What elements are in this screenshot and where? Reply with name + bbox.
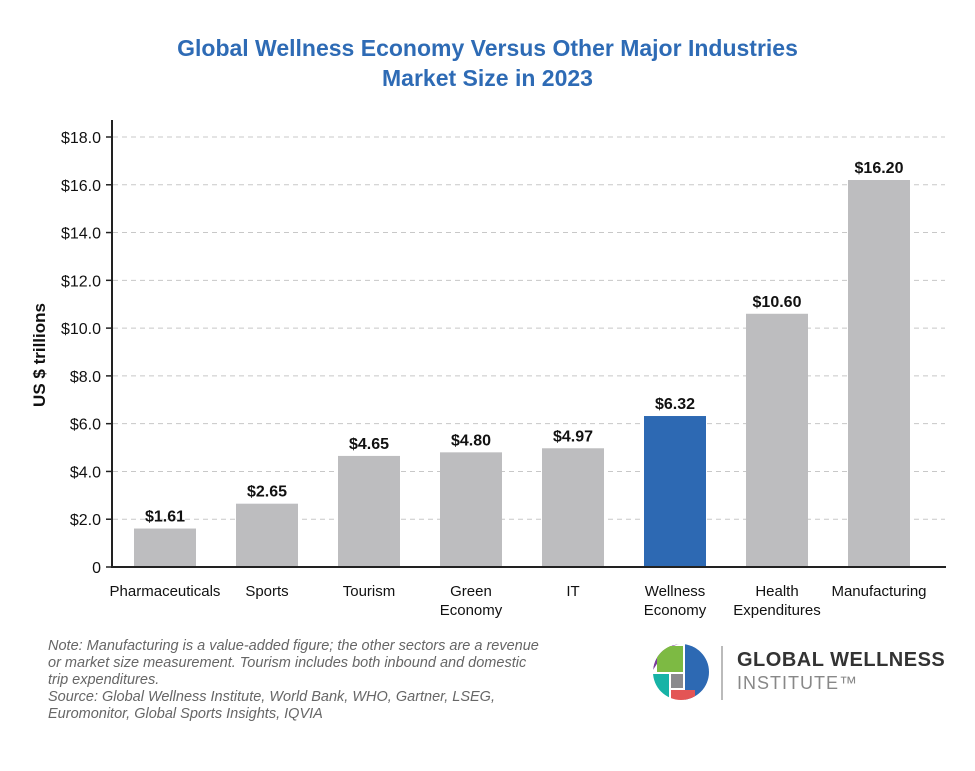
logo-text: GLOBAL WELLNESS (737, 649, 946, 671)
bar (338, 455, 400, 567)
bar (236, 503, 298, 567)
note-line: trip expenditures. (48, 672, 160, 688)
title-line: Global Wellness Economy Versus Other Maj… (177, 35, 798, 61)
data-label: $4.97 (553, 428, 593, 445)
logo-mark-icon (653, 644, 709, 700)
x-tick-labels: Pharmaceuticals Sports Tourism Green Economy… (110, 583, 927, 619)
data-label: $16.20 (855, 160, 904, 177)
y-tick-label: $6.0 (70, 417, 101, 434)
footnote: Note: Manufacturing is a value-added fig… (48, 638, 638, 723)
data-label: $1.61 (145, 509, 185, 526)
subtitle-line: Market Size in 2023 (382, 65, 593, 91)
bar (134, 528, 196, 567)
source-line: Source: Global Wellness Institute, World… (48, 689, 495, 705)
bar (746, 313, 808, 567)
data-label: $6.32 (655, 396, 695, 413)
gridlines (106, 136, 945, 568)
x-tick-label: Manufacturing (831, 583, 926, 600)
y-tick-label: $16.0 (61, 178, 101, 195)
x-tick-label: Health (755, 583, 798, 600)
gwi-logo: GLOBAL WELLNESS INSTITUTE™ (645, 640, 955, 704)
y-tick-label: $8.0 (70, 369, 101, 386)
bar (440, 452, 502, 567)
note-line: Note: Manufacturing is a value-added fig… (48, 638, 539, 654)
x-tick-label: Tourism (343, 583, 396, 600)
y-tick-label: $12.0 (61, 273, 101, 290)
data-label: $4.65 (349, 436, 389, 453)
chart-title: Global Wellness Economy Versus Other Maj… (0, 33, 975, 93)
note-line: or market size measurement. Tourism incl… (48, 655, 527, 671)
x-tick-label: Economy (644, 602, 707, 619)
bar (644, 416, 706, 567)
x-tick-label: Green (450, 583, 492, 600)
x-tick-label: Sports (245, 583, 288, 600)
y-tick-label: $4.0 (70, 464, 101, 481)
logo-text: INSTITUTE™ (737, 673, 858, 693)
data-label: $2.65 (247, 484, 287, 501)
data-label: $4.80 (451, 432, 491, 449)
bar (848, 180, 910, 567)
y-tick-labels: 0 $2.0 $4.0 $6.0 $8.0 $10.0 $12.0 $14.0 $16.0 $18… (61, 130, 101, 577)
x-tick-label: Economy (440, 602, 503, 619)
data-label: $10.60 (753, 294, 802, 311)
bars (134, 180, 910, 567)
y-tick-label: $2.0 (70, 512, 101, 529)
source-line: Euromonitor, Global Sports Insights, IQV… (48, 706, 323, 722)
x-tick-label: IT (566, 583, 579, 600)
logo-divider (721, 646, 723, 700)
x-tick-label: Pharmaceuticals (110, 583, 221, 600)
y-tick-label: $14.0 (61, 226, 101, 243)
data-labels: $1.61 $2.65 $4.65 $4.80 $4.97 $6.32 $10.60 $16.… (145, 160, 904, 526)
bar (542, 448, 604, 567)
y-tick-label: $18.0 (61, 130, 101, 147)
y-axis-label: US $ trillions (30, 303, 49, 407)
x-tick-label: Expenditures (733, 602, 821, 619)
x-tick-label: Wellness (645, 583, 706, 600)
y-tick-label: $10.0 (61, 321, 101, 338)
y-tick-label: 0 (92, 560, 101, 577)
